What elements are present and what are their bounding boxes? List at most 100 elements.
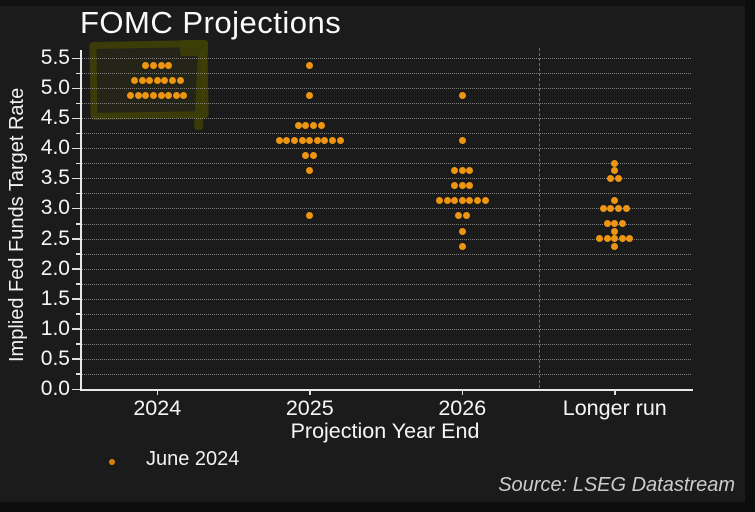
projection-dot (603, 235, 611, 243)
projection-dot (302, 122, 310, 130)
projection-dot (321, 137, 329, 145)
x-tick (309, 389, 311, 395)
gridline (81, 283, 691, 285)
gridline (81, 253, 691, 255)
gridline (81, 58, 691, 59)
gridline (81, 328, 691, 330)
projection-dot (127, 92, 135, 100)
projection-dot (149, 92, 157, 100)
y-major-tick (72, 177, 80, 180)
projection-dot (157, 62, 165, 70)
y-major-tick (72, 87, 80, 90)
x-tick (461, 389, 463, 395)
y-minor-tick (76, 283, 80, 285)
y-minor-tick (76, 72, 80, 75)
projection-dot (142, 92, 150, 100)
y-major-tick (72, 147, 80, 150)
projection-dot (466, 167, 474, 175)
projection-dot (615, 204, 623, 212)
y-tick-label: 5.5 (40, 46, 70, 69)
projection-dot (317, 122, 325, 130)
projection-dot (618, 220, 626, 227)
gridline (81, 88, 691, 90)
projection-dot (306, 62, 314, 70)
y-major-tick (72, 358, 80, 360)
projection-dot (451, 197, 459, 205)
y-tick-label: 1.5 (40, 286, 70, 310)
projection-dot (611, 235, 619, 243)
y-tick-label: 4.0 (40, 136, 70, 160)
x-tick-label-2024: 2024 (133, 396, 182, 420)
x-axis-line (80, 389, 693, 391)
projection-dot (134, 92, 142, 100)
projection-dot (306, 167, 314, 175)
y-minor-tick (76, 223, 80, 225)
projection-dot (607, 174, 615, 182)
projection-dot (611, 197, 619, 205)
projection-dot (451, 167, 459, 175)
projection-dot (462, 212, 470, 220)
x-tick (614, 389, 616, 395)
projection-dot (458, 167, 466, 175)
projection-dot (306, 212, 314, 220)
gridline (81, 133, 691, 135)
y-major-tick (72, 117, 80, 120)
projection-dot (458, 137, 466, 145)
frame-edge-bottom (0, 502, 755, 512)
projection-dot (291, 137, 299, 145)
legend-label: June 2024 (146, 448, 240, 470)
projection-dot (466, 182, 474, 190)
projection-dot (454, 212, 462, 220)
gridline (81, 148, 691, 150)
gridline (81, 268, 691, 270)
projection-dot (306, 92, 314, 100)
projection-dot (161, 77, 169, 85)
y-tick-label: 2.0 (40, 256, 70, 280)
y-major-tick (72, 57, 80, 59)
projection-dot (165, 92, 173, 100)
chart-title: FOMC Projections (80, 5, 342, 40)
y-major-tick (72, 328, 80, 330)
projection-dot (435, 197, 443, 205)
projection-dot (611, 242, 619, 250)
y-tick-label: 3.0 (40, 196, 70, 220)
y-minor-tick (76, 162, 80, 165)
projection-dot (138, 77, 146, 85)
y-tick-label: 4.5 (40, 106, 70, 130)
projection-dot (294, 122, 302, 130)
frame-edge-right (745, 0, 755, 512)
y-major-tick (72, 268, 80, 270)
projection-dot (458, 182, 466, 190)
gridline (81, 163, 691, 165)
projection-dot (275, 137, 283, 145)
y-tick-label: 0.5 (40, 346, 70, 370)
gridline (81, 118, 691, 120)
legend-dot-icon (109, 459, 115, 465)
projection-dot (172, 92, 180, 100)
y-minor-tick (76, 132, 80, 135)
y-minor-tick (76, 192, 80, 195)
projection-dot (157, 92, 165, 100)
projection-dot (596, 235, 604, 243)
projection-dot (313, 137, 321, 145)
y-major-tick (72, 298, 80, 300)
projection-dot (466, 197, 474, 205)
projection-dot (310, 122, 318, 130)
projection-dot (451, 182, 459, 190)
x-tick-label-longer-run: Longer run (562, 396, 667, 420)
projection-dot (149, 62, 157, 70)
projection-dot (310, 152, 318, 160)
projection-dot (473, 197, 481, 205)
projection-dot (615, 174, 623, 182)
gridline (81, 208, 691, 210)
projection-dot (130, 77, 138, 85)
projection-dot (611, 227, 619, 235)
projection-dot (603, 220, 611, 227)
gridline (81, 238, 691, 240)
y-minor-tick (76, 253, 80, 255)
projection-dot (165, 62, 173, 70)
y-tick-label: 0.0 (40, 377, 70, 400)
y-tick-label: 3.5 (40, 166, 70, 190)
gridline (81, 343, 691, 345)
